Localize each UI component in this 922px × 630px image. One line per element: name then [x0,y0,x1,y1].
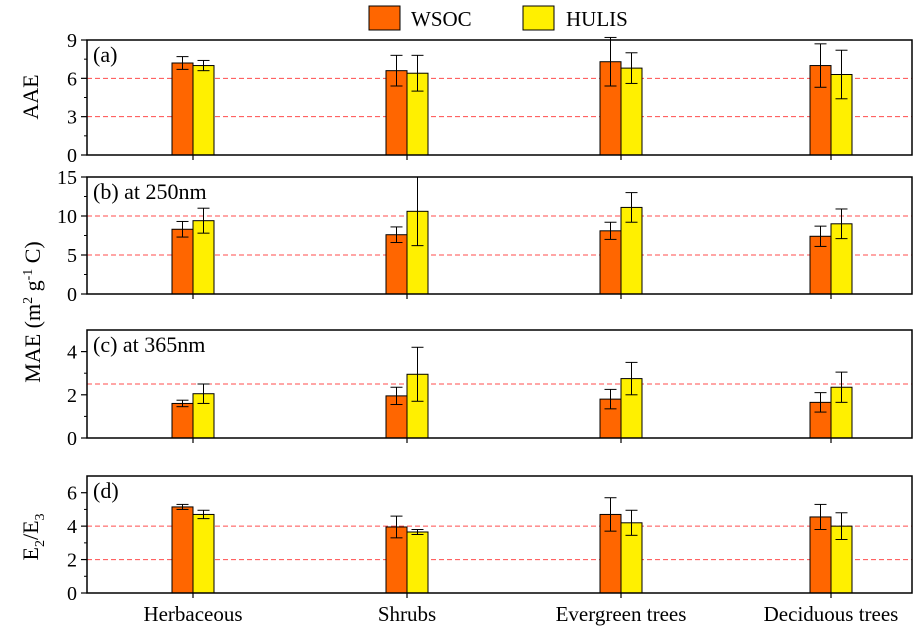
panel-d: 0 2 4 6 (d) [67,475,913,605]
y-tick-label: 3 [67,107,77,129]
y-tick-label: 15 [57,167,77,189]
y-label-e-mid: /E [18,520,43,540]
category-label-shrubs: Shrubs [378,602,436,626]
bar-wsoc-herbaceous [171,506,194,594]
y-tick-label: 2 [67,550,77,572]
y-tick-label: 4 [67,516,77,538]
bar-wsoc-herbaceous [171,402,194,439]
y-tick-label: 0 [67,583,77,605]
y-label-aae: AAE [18,74,43,119]
bar-wsoc-herbaceous [171,228,194,295]
bar-wsoc-herbaceous [171,62,194,156]
y-tick-label: 0 [67,284,77,306]
legend-label-wsoc: WSOC [411,7,472,31]
legend: WSOC HULIS [368,5,628,31]
y-tick-label: 9 [67,30,77,52]
legend-label-hulis: HULIS [566,7,628,31]
y-label-mae: MAE (m2 g-1 C) [20,241,45,383]
y-label-e2e3: E2/E3 [18,513,48,560]
y-tick-label: 6 [67,483,77,505]
plot-frame [86,329,913,439]
y-tick-label: 6 [67,68,77,90]
y-label-mae-end: C) [20,241,45,269]
legend-swatch-wsoc [368,5,401,31]
y-label-mae-sup1: 2 [21,297,36,304]
y-tick-label: 2 [67,385,77,407]
category-label-deciduous-trees: Deciduous trees [764,602,899,626]
y-tick-label: 0 [67,145,77,167]
panel-label: (c) at 365nm [93,332,205,357]
y-label-mae-main: MAE (m [20,304,45,383]
bar-hulis-herbaceous [192,513,215,594]
panel-c: 0 2 4 (c) at 365nm [67,329,913,450]
y-tick-label: 5 [67,245,77,267]
y-label-e-main: E [18,547,43,560]
category-label-evergreen-trees: Evergreen trees [556,602,687,626]
y-tick-label: 10 [57,206,77,228]
panel-label: (a) [93,42,117,67]
y-label-mae-mid: g [20,280,45,297]
x-category-labels: Herbaceous Shrubs Evergreen trees Deciduous… [143,602,898,626]
panel-label: (b) at 250nm [93,179,207,204]
panel-a: 0 3 6 9 (a) [67,30,913,167]
legend-swatch-hulis [522,5,555,31]
y-label-mae-sup2: -1 [21,269,36,281]
y-tick-label: 0 [67,428,77,450]
bar-hulis-herbaceous [192,65,215,156]
bar-wsoc-shrubs [385,234,408,295]
panel-b: 0 5 10 15 (b) at 250nm [57,167,913,306]
y-label-e-sub1: 2 [33,540,48,547]
plot-frame [86,475,913,594]
y-tick-label: 4 [67,342,77,364]
bar-hulis-shrubs [406,531,429,594]
panel-label: (d) [93,478,119,503]
y-label-e-sub2: 3 [33,513,48,520]
bar-wsoc-evergreen-trees [599,230,622,295]
category-label-herbaceous: Herbaceous [143,602,242,626]
